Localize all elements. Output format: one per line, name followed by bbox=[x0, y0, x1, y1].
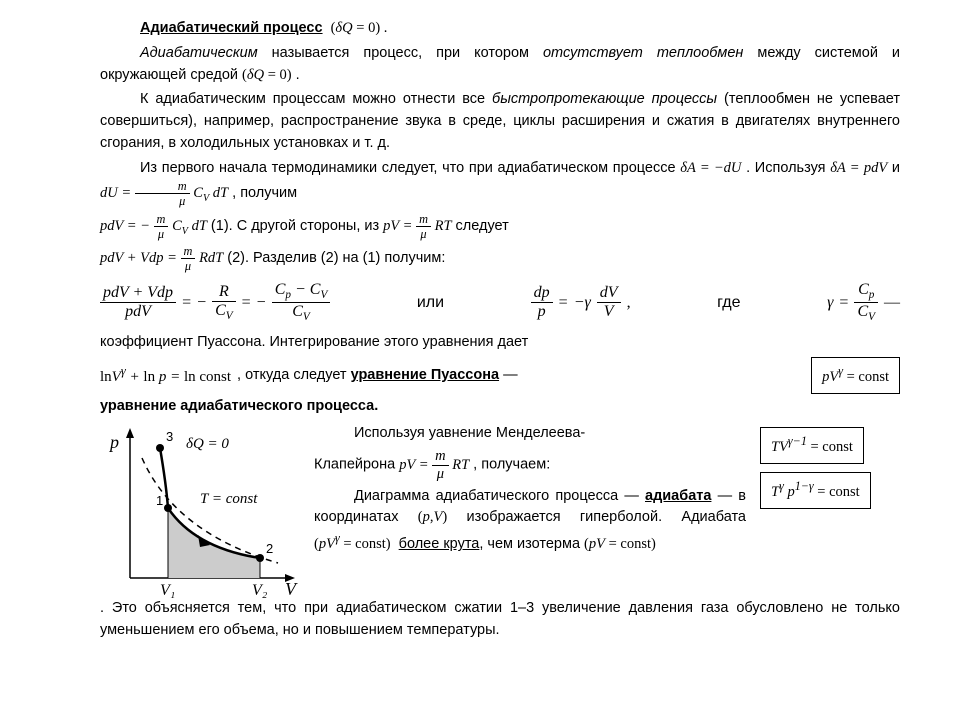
boxed-equation-pv: pVγ = const bbox=[811, 357, 900, 394]
pv-diagram-svg: p V V₁ V₂ 3 1 2 δQ = 0 T = const bbox=[100, 423, 300, 598]
svg-text:V: V bbox=[285, 579, 298, 598]
paragraph-examples: К адиабатическим процессам можно отнести… bbox=[100, 89, 900, 154]
svg-text:p: p bbox=[108, 432, 119, 452]
boxed-equations-column: TVγ−1 = const Tγ p1−γ = const bbox=[760, 423, 900, 598]
equation-line-1: pdV = − mμ CV dT (1). С другой стороны, … bbox=[100, 212, 900, 241]
boxed-equation-tv: TVγ−1 = const bbox=[760, 427, 864, 464]
paragraph-mendeleev: Используя уавнение Менделеева- bbox=[314, 423, 746, 445]
middle-text-column: Используя уавнение Менделеева- Клапейрон… bbox=[314, 423, 746, 598]
svg-text:δQ = 0: δQ = 0 bbox=[186, 436, 229, 452]
document-page: Адиабатический процесс (δQ = 0) . Адиаба… bbox=[0, 0, 960, 720]
paragraph-first-law: Из первого начала термодинамики следует,… bbox=[100, 158, 900, 209]
equation-line-2: pdV + Vdp = mμ RdT (2). Разделив (2) на … bbox=[100, 244, 900, 273]
svg-text:2: 2 bbox=[266, 541, 273, 556]
title: Адиабатический процесс bbox=[140, 20, 323, 36]
title-equation: (δQ = 0) . bbox=[331, 20, 388, 36]
svg-text:T = const: T = const bbox=[200, 491, 258, 507]
equation-log-row: lnVγ + ln p = ln const , откуда следует … bbox=[100, 357, 900, 394]
boxed-equation-tp: Tγ p1−γ = const bbox=[760, 472, 871, 509]
paragraph-poisson-coeff: коэффициент Пуассона. Интегрирование это… bbox=[100, 332, 900, 354]
svg-text:1: 1 bbox=[156, 493, 163, 508]
equation-row-main: pdV + VdppdV = − RCV = − Cp − CVCV или d… bbox=[100, 277, 900, 328]
paragraph-diagram-desc: Диаграмма адиабатического процесса — ади… bbox=[314, 486, 746, 556]
figure-text-row: p V V₁ V₂ 3 1 2 δQ = 0 T = const Использ… bbox=[100, 423, 900, 598]
paragraph-diagram-tail: . Это объясняется тем, что при адиабатич… bbox=[100, 598, 900, 642]
svg-text:3: 3 bbox=[166, 429, 173, 444]
paragraph-definition: Адиабатическим называется процесс, при к… bbox=[100, 43, 900, 87]
svg-text:V₁: V₁ bbox=[160, 582, 175, 598]
pv-diagram: p V V₁ V₂ 3 1 2 δQ = 0 T = const bbox=[100, 423, 300, 598]
title-line: Адиабатический процесс (δQ = 0) . bbox=[100, 18, 900, 40]
term-adiabata: адиабата bbox=[645, 488, 711, 504]
paragraph-adiabatic-eq-name: уравнение адиабатического процесса. bbox=[100, 396, 900, 418]
svg-text:V₂: V₂ bbox=[252, 582, 268, 598]
